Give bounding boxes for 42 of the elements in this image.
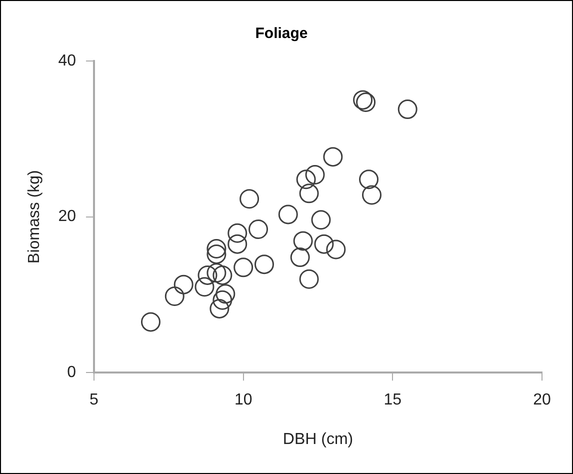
- point: [326, 240, 346, 260]
- point: [248, 220, 268, 240]
- x-tick-label: 15: [384, 392, 402, 409]
- point: [234, 258, 254, 278]
- point: [290, 248, 310, 268]
- point: [174, 274, 194, 294]
- point: [212, 290, 232, 310]
- x-tick-label: 10: [234, 392, 252, 409]
- point: [206, 238, 226, 258]
- x-axis-title: DBH (cm): [282, 430, 354, 448]
- x-tick-label: 20: [533, 392, 551, 409]
- point: [228, 234, 248, 254]
- point: [323, 147, 343, 167]
- point: [359, 170, 379, 190]
- point: [299, 184, 319, 204]
- point: [198, 265, 218, 285]
- y-tick-label: 20: [58, 208, 76, 226]
- point: [311, 210, 331, 230]
- point: [314, 234, 334, 254]
- point: [140, 312, 160, 332]
- point: [164, 286, 184, 306]
- point: [296, 170, 316, 190]
- y-tick-label: 40: [58, 52, 76, 70]
- point: [228, 223, 248, 243]
- point: [210, 298, 230, 318]
- point: [194, 277, 214, 297]
- y-tick-label: 0: [67, 364, 76, 382]
- point: [254, 254, 274, 274]
- point: [212, 265, 232, 285]
- point: [305, 164, 325, 184]
- point: [206, 244, 226, 264]
- point: [216, 284, 236, 304]
- point: [299, 269, 319, 289]
- point: [293, 231, 313, 251]
- chart-title: Foliage: [255, 25, 308, 42]
- y-axis-title: Biomass (kg): [26, 170, 44, 264]
- point: [362, 185, 382, 205]
- point: [278, 204, 298, 224]
- point: [206, 263, 226, 283]
- point: [240, 189, 260, 209]
- x-tick-label: 5: [90, 392, 99, 409]
- point: [398, 100, 418, 120]
